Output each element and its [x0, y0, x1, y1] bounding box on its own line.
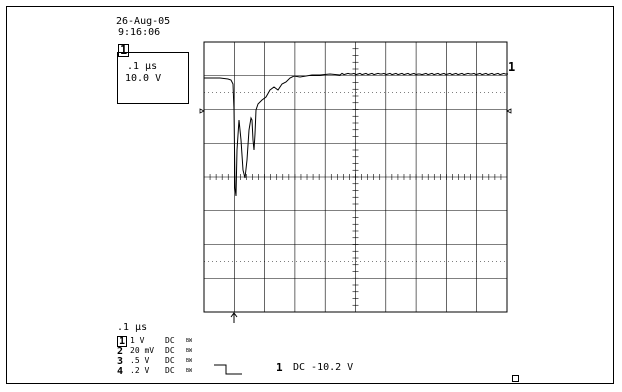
- bandwidth-limit-icon: BW: [186, 358, 193, 364]
- bandwidth-limit-icon: BW: [186, 368, 193, 374]
- trigger-position-arrow[interactable]: [230, 312, 238, 323]
- channel-coupling: DC: [165, 356, 175, 365]
- footer-timebase: .1 μs: [117, 322, 148, 333]
- falling-edge-icon: [214, 364, 242, 375]
- bandwidth-limit-icon: BW: [186, 348, 193, 354]
- right-reference-marker: [506, 108, 512, 114]
- date-label: 26-Aug-05: [116, 16, 171, 27]
- graticule: [203, 41, 508, 313]
- channel-number: 3: [117, 356, 124, 367]
- bandwidth-limit-icon: BW: [186, 338, 193, 344]
- channel-scale: .2 V: [130, 366, 150, 375]
- settings-volts: 10.0 V: [125, 73, 162, 84]
- channel-number: 2: [117, 346, 124, 357]
- channel-coupling: DC: [165, 366, 175, 375]
- screen-frame: [6, 6, 614, 384]
- settings-box: [117, 52, 189, 104]
- trigger-channel: 1: [276, 361, 283, 374]
- channel-scale: 1 V: [130, 336, 145, 345]
- channel-1-trace-label: 1: [508, 60, 516, 74]
- left-reference-marker: [199, 108, 205, 114]
- time-label: 9:16:06: [118, 27, 161, 38]
- channel-coupling: DC: [165, 346, 175, 355]
- channel-scale: .5 V: [130, 356, 150, 365]
- channel-coupling: DC: [165, 336, 175, 345]
- waveform-trace: [204, 72, 506, 197]
- trigger-level: DC -10.2 V: [293, 362, 354, 373]
- square-icon: [512, 375, 519, 382]
- channel-1-marker: 1: [118, 43, 130, 57]
- settings-timebase: .1 μs: [127, 61, 158, 72]
- channel-scale: 20 mV: [130, 346, 155, 355]
- channel-number: 4: [117, 366, 124, 377]
- channel-number: 1: [117, 336, 128, 347]
